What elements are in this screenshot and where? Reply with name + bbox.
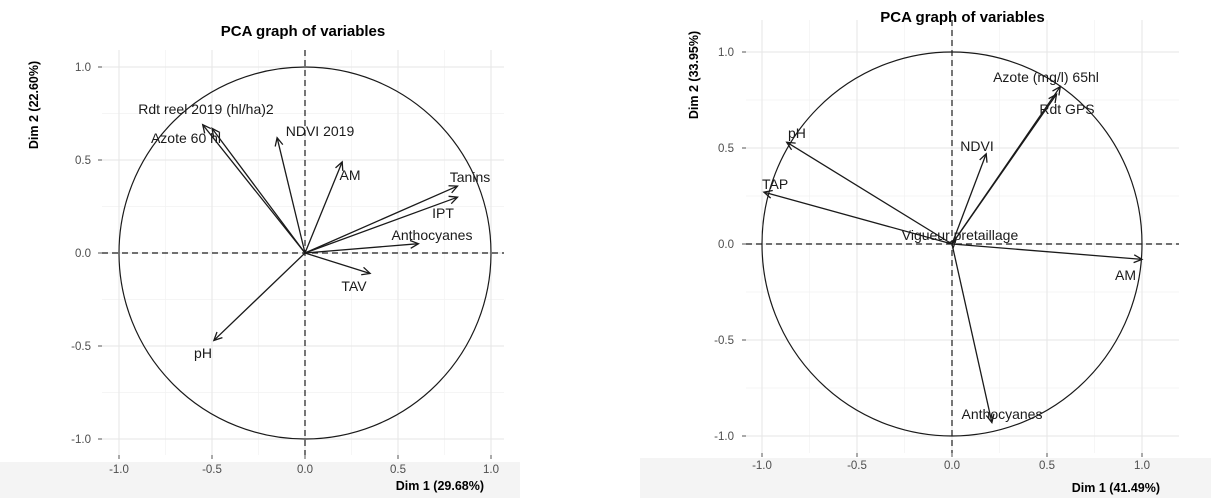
chart-right-y-tick-label: -1.0 bbox=[714, 431, 734, 443]
chart-left-y-tick-label: 0.0 bbox=[75, 248, 91, 260]
chart-right-arrow-am bbox=[951, 243, 1143, 261]
chart-right-arrowhead-anthocyanes bbox=[985, 413, 995, 425]
chart-right-variable-label-ndvi: NDVI bbox=[960, 138, 993, 154]
chart-left-arrow-ph bbox=[213, 252, 306, 341]
chart-left-variable-label-am: AM bbox=[340, 167, 361, 183]
chart-left-variable-label-tanins: Tanins bbox=[450, 169, 490, 185]
chart-right-arrowhead-tap bbox=[762, 189, 773, 199]
chart-left-x-tick-label: 1.0 bbox=[483, 464, 499, 476]
chart-right-variable-label-anthocyanes: Anthocyanes bbox=[962, 406, 1043, 422]
chart-left-y-tick-label: -0.5 bbox=[71, 341, 91, 353]
chart-left-y-axis-label: Dim 2 (22.60%) bbox=[27, 61, 41, 149]
chart-left-arrow-ipt bbox=[304, 196, 458, 254]
chart-right-x-tick-label: -1.0 bbox=[752, 460, 772, 472]
chart-left-arrow-rdt-reel-2019-hl-ha-2 bbox=[211, 127, 306, 254]
chart-right-variable-label-azote-mg-l-65hl: Azote (mg/l) 65hl bbox=[993, 69, 1099, 85]
chart-right-arrowhead-azote-mg-l-65hl bbox=[1052, 85, 1062, 96]
chart-left-x-tick-label: 0.0 bbox=[297, 464, 313, 476]
chart-right-y-tick-label: 0.0 bbox=[718, 239, 734, 251]
chart-right-arrow-ph bbox=[786, 141, 953, 245]
chart-right-bottom-band bbox=[640, 458, 1211, 498]
chart-left-arrow-azote-60-hl bbox=[202, 124, 306, 254]
chart-left-y-tick-label: -1.0 bbox=[71, 434, 91, 446]
chart-right-variable-label-rdt-gps: Rdt GPS bbox=[1039, 101, 1094, 117]
chart-right-y-tick-label: -0.5 bbox=[714, 335, 734, 347]
chart-left-x-tick-label: -1.0 bbox=[109, 464, 129, 476]
chart-right-y-tick-label: 0.5 bbox=[718, 143, 734, 155]
chart-right-arrowhead-am bbox=[1133, 254, 1144, 264]
chart-right-variable-label-vigueur-pretaillage: Vigueur pretaillage bbox=[902, 227, 1019, 243]
chart-right-arrowhead-vigueur-pretaillage bbox=[947, 239, 957, 249]
pca-chart-right: -1.0 -0.5 0.0 0.5 1.0 -1.0 -0.5 0.0 0.5 1.0 PCA gr… bbox=[640, 9, 1211, 498]
chart-left-arrowhead-azote-60-hl bbox=[201, 123, 212, 134]
chart-right-variable-label-am: AM bbox=[1115, 267, 1136, 283]
chart-right-x-tick-label: 1.0 bbox=[1134, 460, 1150, 472]
chart-left-variable-label-tav: TAV bbox=[341, 278, 367, 294]
chart-left-arrow-anthocyanes bbox=[304, 243, 419, 254]
chart-left-arrowhead-ph bbox=[212, 331, 223, 342]
chart-left-variable-label-ph: pH bbox=[194, 345, 212, 361]
chart-left-x-tick-label: -0.5 bbox=[202, 464, 222, 476]
chart-right-arrowhead-ndvi bbox=[979, 152, 988, 163]
chart-left-x-tick-label: 0.5 bbox=[390, 464, 406, 476]
chart-left-y-tick-label: 1.0 bbox=[75, 62, 91, 74]
chart-right-arrow-anthocyanes bbox=[951, 243, 993, 423]
chart-left-correlation-circle bbox=[118, 66, 492, 440]
chart-left-arrowhead-ndvi-2019 bbox=[274, 136, 284, 147]
chart-right-title: PCA graph of variables bbox=[880, 9, 1045, 26]
chart-left-arrow-tanins bbox=[304, 185, 458, 254]
chart-left-arrowhead-am bbox=[335, 160, 344, 171]
chart-right-x-tick-label: 0.5 bbox=[1039, 460, 1055, 472]
chart-left-title: PCA graph of variables bbox=[221, 23, 386, 40]
chart-right-variable-label-tap: TAP bbox=[762, 176, 788, 192]
chart-left-arrow-am bbox=[304, 161, 343, 254]
chart-right-arrowhead-ph bbox=[785, 141, 796, 151]
chart-right-x-tick-label: 0.0 bbox=[944, 460, 960, 472]
chart-left-arrowhead-rdt-reel-2019-hl-ha-2 bbox=[211, 127, 221, 138]
chart-left-arrowhead-anthocyanes bbox=[409, 239, 420, 249]
chart-right-arrow-rdt-gps bbox=[951, 93, 1058, 245]
chart-right-arrow-tap bbox=[763, 191, 953, 245]
chart-left-arrowhead-ipt bbox=[448, 195, 459, 205]
chart-left-y-tick-label: 0.5 bbox=[75, 155, 91, 167]
chart-right-variable-label-ph: pH bbox=[788, 125, 806, 141]
chart-left-x-axis-label: Dim 1 (29.68%) bbox=[396, 479, 484, 493]
chart-left-arrow-tav bbox=[304, 252, 371, 275]
chart-left-arrow-ndvi-2019 bbox=[276, 137, 306, 254]
chart-left-arrowhead-tav bbox=[361, 266, 372, 276]
chart-right-arrowhead-rdt-gps bbox=[1048, 93, 1058, 104]
chart-right-arrow-ndvi bbox=[951, 153, 987, 245]
chart-left-variable-label-azote-60-hl: Azote 60 hl bbox=[151, 130, 221, 146]
chart-right-y-tick-label: 1.0 bbox=[718, 47, 734, 59]
chart-left-variable-label-rdt-reel-2019-hl-ha-2: Rdt reel 2019 (hl/ha)2 bbox=[138, 101, 274, 117]
chart-left-arrowhead-tanins bbox=[448, 185, 459, 194]
chart-right-x-tick-label: -0.5 bbox=[847, 460, 867, 472]
pca-chart-left: -1.0 -0.5 0.0 0.5 1.0 -1.0 -0.5 0.0 0.5 1.0 PCA gr… bbox=[0, 23, 520, 498]
chart-right-x-axis-label: Dim 1 (41.49%) bbox=[1072, 481, 1160, 495]
chart-left-variable-label-ipt: IPT bbox=[432, 205, 454, 221]
chart-left-variable-label-anthocyanes: Anthocyanes bbox=[392, 227, 473, 243]
chart-right-y-axis-label: Dim 2 (33.95%) bbox=[687, 31, 701, 119]
chart-left-bottom-band bbox=[0, 462, 520, 498]
chart-left-variable-label-ndvi-2019: NDVI 2019 bbox=[286, 123, 355, 139]
